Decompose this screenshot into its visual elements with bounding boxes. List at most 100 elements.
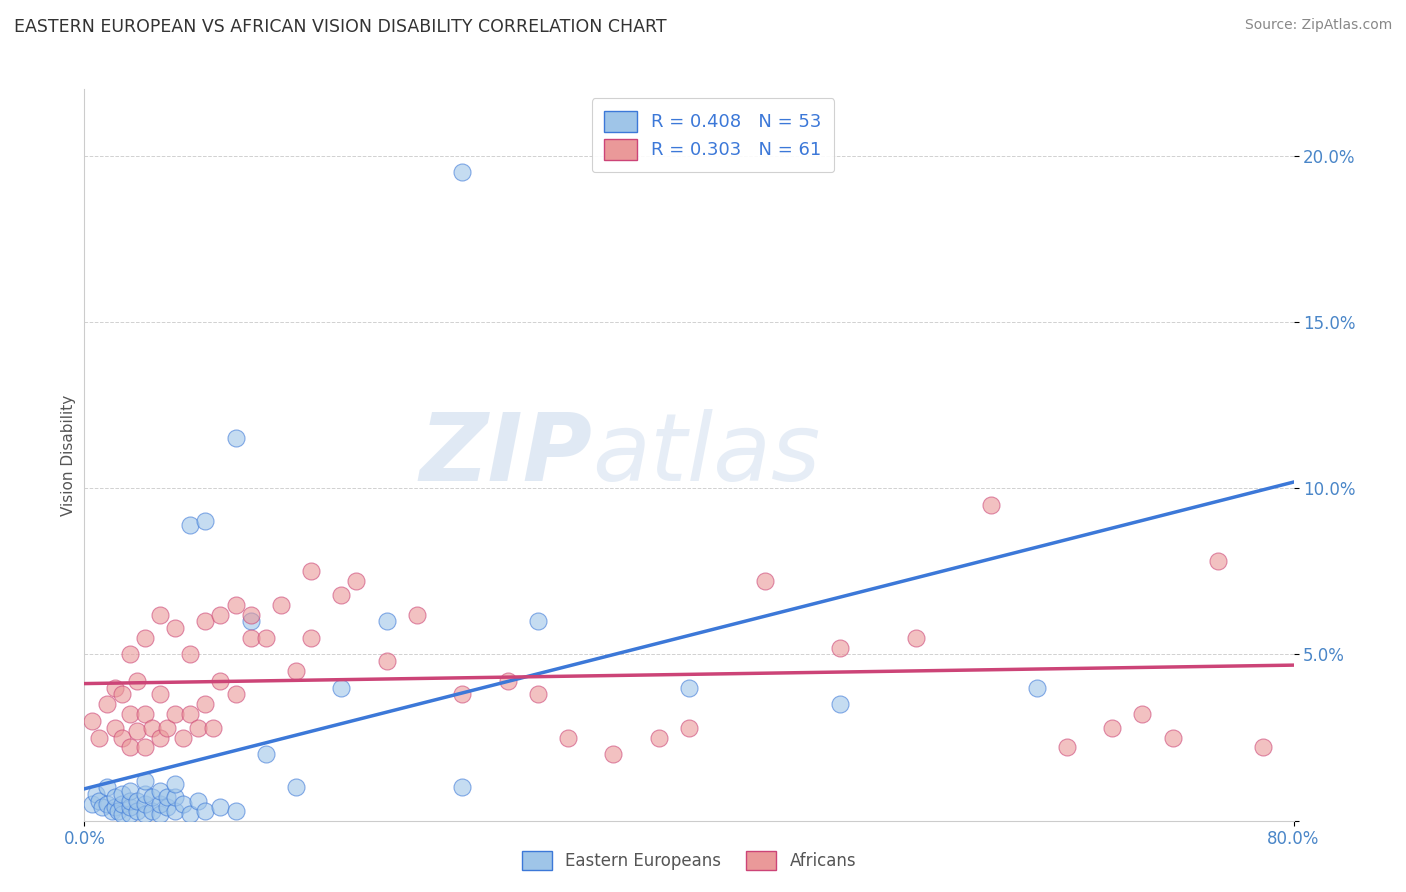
Point — [225, 431, 247, 445]
Point — [904, 631, 927, 645]
Point — [1101, 721, 1123, 735]
Point — [451, 687, 474, 701]
Point — [80, 714, 103, 728]
Point — [118, 740, 141, 755]
Point — [225, 598, 247, 612]
Point — [406, 607, 429, 622]
Point — [270, 598, 292, 612]
Point — [1025, 681, 1047, 695]
Point — [194, 614, 217, 628]
Point — [375, 614, 398, 628]
Point — [111, 687, 134, 701]
Point — [149, 607, 172, 622]
Point — [346, 574, 368, 589]
Point — [754, 574, 776, 589]
Point — [118, 794, 141, 808]
Point — [118, 707, 141, 722]
Point — [104, 790, 127, 805]
Point — [91, 800, 114, 814]
Point — [163, 804, 186, 818]
Point — [1206, 554, 1229, 568]
Point — [111, 787, 134, 801]
Y-axis label: Vision Disability: Vision Disability — [60, 394, 76, 516]
Point — [225, 687, 247, 701]
Text: atlas: atlas — [592, 409, 821, 500]
Point — [134, 740, 156, 755]
Point — [526, 687, 548, 701]
Point — [239, 614, 262, 628]
Point — [299, 631, 322, 645]
Point — [1130, 707, 1153, 722]
Point — [118, 648, 141, 662]
Point — [104, 800, 127, 814]
Point — [284, 780, 308, 795]
Point — [209, 607, 232, 622]
Point — [141, 721, 163, 735]
Point — [156, 790, 179, 805]
Point — [104, 721, 127, 735]
Point — [149, 807, 172, 822]
Point — [284, 664, 308, 678]
Point — [118, 783, 141, 797]
Point — [1251, 740, 1274, 755]
Point — [134, 631, 156, 645]
Point — [647, 731, 671, 745]
Point — [80, 797, 103, 811]
Point — [141, 804, 163, 818]
Point — [118, 800, 141, 814]
Point — [830, 698, 852, 712]
Point — [100, 804, 122, 818]
Point — [330, 681, 353, 695]
Point — [194, 698, 217, 712]
Point — [557, 731, 579, 745]
Point — [179, 807, 201, 822]
Point — [254, 631, 277, 645]
Point — [96, 698, 118, 712]
Point — [179, 707, 201, 722]
Point — [149, 783, 172, 797]
Point — [149, 687, 172, 701]
Point — [86, 787, 108, 801]
Point — [163, 790, 186, 805]
Point — [239, 607, 262, 622]
Point — [830, 640, 852, 655]
Point — [678, 721, 700, 735]
Point — [187, 721, 209, 735]
Point — [111, 797, 134, 811]
Text: EASTERN EUROPEAN VS AFRICAN VISION DISABILITY CORRELATION CHART: EASTERN EUROPEAN VS AFRICAN VISION DISAB… — [14, 18, 666, 36]
Point — [194, 804, 217, 818]
Point — [156, 721, 179, 735]
Point — [194, 515, 217, 529]
Text: Source: ZipAtlas.com: Source: ZipAtlas.com — [1244, 18, 1392, 32]
Point — [104, 681, 127, 695]
Point — [163, 621, 186, 635]
Point — [149, 731, 172, 745]
Point — [201, 721, 224, 735]
Point — [526, 614, 548, 628]
Point — [179, 517, 201, 532]
Point — [179, 648, 201, 662]
Point — [107, 804, 129, 818]
Point — [678, 681, 700, 695]
Point — [134, 807, 156, 822]
Point — [1161, 731, 1184, 745]
Point — [209, 673, 232, 688]
Point — [496, 673, 519, 688]
Point — [602, 747, 624, 761]
Point — [330, 588, 353, 602]
Point — [111, 807, 134, 822]
Point — [127, 723, 149, 738]
Point — [118, 807, 141, 822]
Point — [1056, 740, 1078, 755]
Point — [89, 731, 111, 745]
Point — [127, 804, 149, 818]
Point — [163, 777, 186, 791]
Point — [149, 797, 172, 811]
Point — [134, 787, 156, 801]
Point — [209, 800, 232, 814]
Point — [111, 731, 134, 745]
Point — [225, 804, 247, 818]
Point — [299, 564, 322, 578]
Point — [127, 673, 149, 688]
Point — [239, 631, 262, 645]
